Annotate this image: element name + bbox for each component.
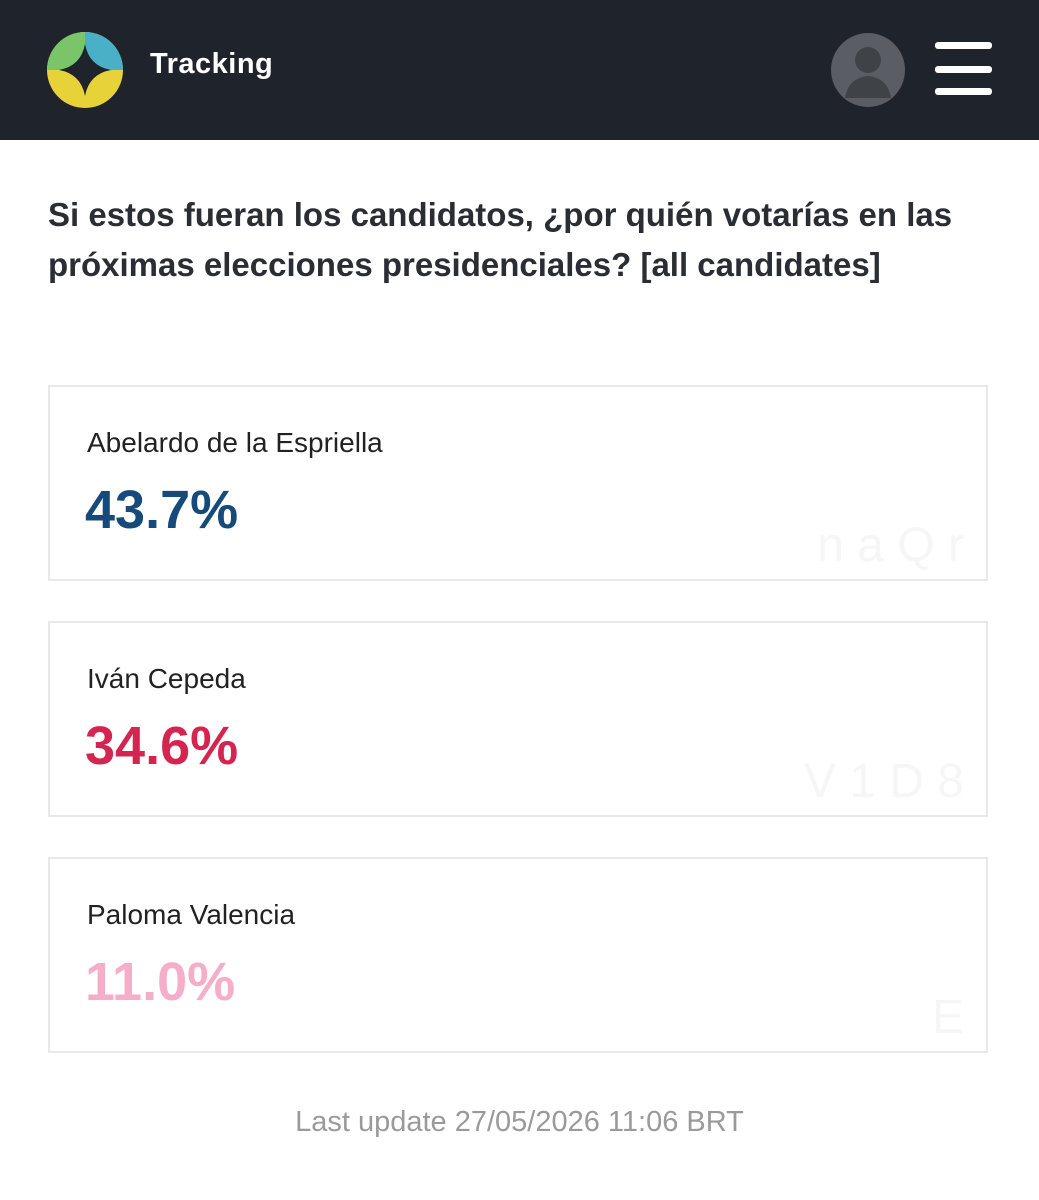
candidate-card: V 1 D 8 Iván Cepeda 34.6% (48, 621, 988, 817)
logo[interactable] (47, 32, 123, 108)
candidate-share: 11.0% (85, 952, 236, 1012)
last-update: Last update 27/05/2026 11:06 BRT (295, 1106, 744, 1138)
candidate-share: 34.6% (85, 716, 239, 776)
menu-button[interactable] (935, 42, 992, 95)
candidate-name: Abelardo de la Espriella (87, 427, 383, 458)
candidate-share: 43.7% (85, 480, 239, 540)
watermark: E (931, 991, 964, 1044)
candidate-name: Paloma Valencia (87, 899, 296, 930)
app-title: Tracking (150, 48, 274, 80)
candidate-card: n a Q r Abelardo de la Espriella 43.7% (48, 385, 988, 581)
question: Si estos fueran los candidatos, ¿por qui… (48, 196, 953, 283)
app-header: Tracking (0, 0, 1039, 140)
candidate-name: Iván Cepeda (87, 663, 246, 694)
header-icons (47, 32, 992, 108)
watermark: n a Q r (817, 519, 964, 572)
avatar[interactable] (831, 33, 905, 107)
candidate-card: E Paloma Valencia 11.0% (48, 857, 988, 1053)
watermark: V 1 D 8 (803, 755, 964, 808)
